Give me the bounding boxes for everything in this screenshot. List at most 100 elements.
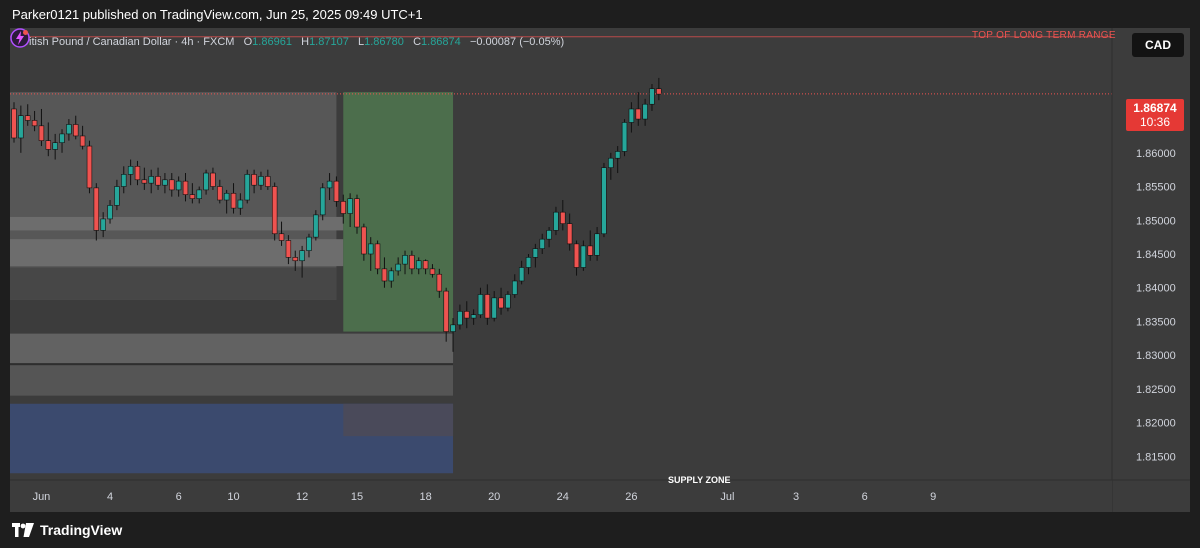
chart-area[interactable]: 1.875001.865001.860001.855001.850001.845… [10,28,1190,512]
candle-body [525,257,532,268]
candle-body [361,226,367,255]
candle-body [93,187,100,231]
close-label: C [413,36,422,48]
candle-body [73,124,79,137]
candle-body [649,88,655,105]
candle-body [203,172,209,191]
candle-body [546,230,552,240]
candle-body [278,233,285,241]
candle-body [505,294,511,309]
candle-body [484,294,491,319]
candle-body [299,250,305,262]
tradingview-logo[interactable]: TradingView [12,522,122,538]
candle-body [628,108,635,123]
open-value: 1.86961 [252,36,292,48]
x-tick-label: 24 [557,491,569,503]
zone-band-4 [10,365,454,396]
candle-body [319,187,326,216]
candle-body [560,211,566,224]
zone-range-dark-strip [10,267,337,300]
candle-body [642,103,648,120]
candle-body [162,179,168,186]
candle-body [121,174,127,187]
candle-body [18,115,24,139]
candlestick-chart[interactable]: 1.875001.865001.860001.855001.850001.845… [10,28,1190,512]
candle-body [326,180,333,189]
published-line: Parker0121 published on TradingView.com,… [12,6,423,22]
candle-body [518,267,525,282]
x-tick-label: 15 [351,491,363,503]
candle-body [573,243,580,268]
x-tick-label: Jun [33,491,51,503]
candle-body [217,186,223,201]
x-tick-label: 6 [862,491,868,503]
candle-body [402,255,408,265]
candle-body [285,240,292,258]
candle-body [436,273,443,292]
candle-body [594,233,600,256]
candle-body [66,124,72,135]
candle-body [340,201,346,214]
y-tick-label: 1.84500 [1136,249,1176,261]
candle-body [422,260,429,270]
candle-body [635,108,641,120]
candle-body [292,257,298,262]
x-tick-label: 26 [625,491,637,503]
candle-body [237,199,244,209]
zone-supply-dark [343,403,454,437]
candle-body [470,314,477,319]
currency-badge[interactable]: CAD [1132,33,1184,57]
candle-body [608,157,614,168]
candle-body [244,174,250,201]
candle-body [25,115,31,121]
candle-body [258,176,264,186]
ohlc-legend: British Pound / Canadian Dollar · 4h · F… [18,36,564,48]
candle-body [11,108,17,139]
candle-body [230,192,237,209]
candle-body [265,176,271,187]
candle-body [347,198,353,214]
x-tick-label: 20 [488,491,500,503]
candle-body [155,176,161,186]
candle-body [409,255,415,270]
x-tick-label: 10 [227,491,239,503]
candle-body [395,263,401,272]
y-tick-label: 1.84000 [1136,283,1176,295]
candle-body [313,214,319,238]
candle-body [512,280,518,295]
candle-body [52,142,58,150]
candle-body [621,122,628,152]
bar-countdown: 10:36 [1139,115,1171,129]
candle-body [100,218,106,231]
candle-body [196,189,202,199]
zone-band-1 [10,216,344,231]
candle-body [601,167,607,235]
zone-green-zone [343,92,454,332]
candle-body [457,311,463,326]
candle-body [587,245,593,256]
candle-body [498,297,504,309]
candle-body [169,179,175,191]
open-label: O [243,36,253,48]
candle-body [223,192,230,201]
candle-body [134,165,141,181]
candle-body [86,145,93,189]
lightning-icon[interactable] [10,28,30,48]
x-tick-label: 18 [419,491,431,503]
candle-body [148,176,154,184]
candle-body [306,236,312,251]
x-tick-label: Jul [720,491,734,503]
supply-zone-annotation: SUPPLY ZONE [668,475,731,485]
candle-body [182,180,189,195]
zone-band-2 [10,239,344,267]
symbol-title: British Pound / Canadian Dollar · 4h · F… [18,36,235,48]
low-value: 1.86780 [364,36,404,48]
candle-body [464,311,470,319]
candle-body [79,135,86,147]
candle-body [107,205,113,220]
change-value: −0.00087 (−0.05%) [469,36,565,48]
candle-body [59,133,65,143]
y-tick-label: 1.85000 [1136,215,1176,227]
low-label: L [358,36,365,48]
candle-body [381,268,388,282]
